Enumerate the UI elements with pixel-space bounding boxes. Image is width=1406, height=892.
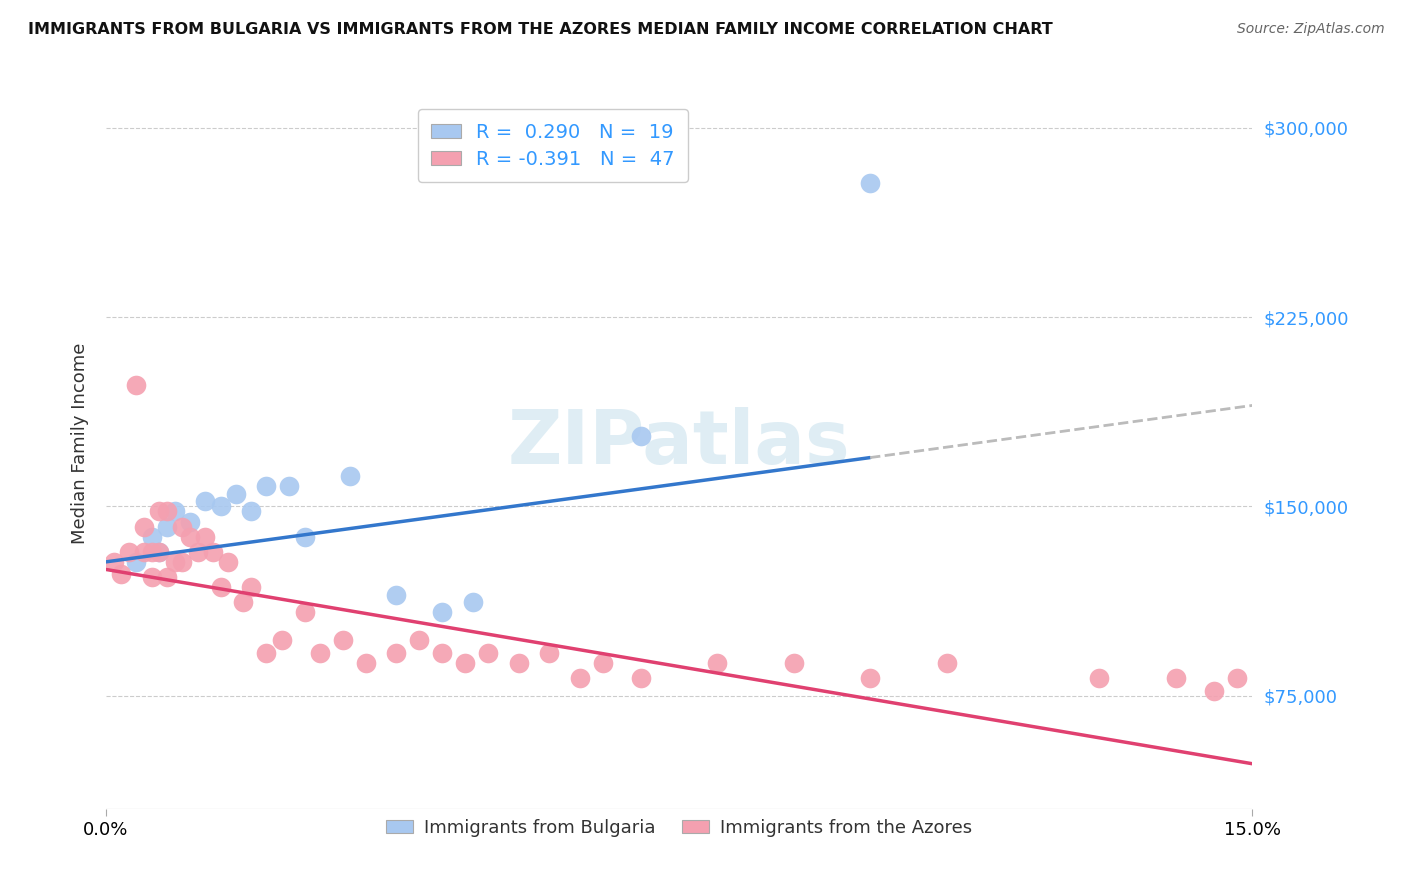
Point: [568, 671, 591, 685]
Text: ZIPatlas: ZIPatlas: [508, 407, 851, 480]
Point: [385, 646, 408, 660]
Point: [592, 656, 614, 670]
Point: [172, 519, 194, 533]
Point: [156, 570, 179, 584]
Point: [232, 595, 254, 609]
Point: [430, 605, 453, 619]
Point: [935, 656, 957, 670]
Point: [454, 656, 477, 670]
Point: [141, 570, 163, 584]
Point: [339, 469, 361, 483]
Point: [294, 605, 316, 619]
Point: [103, 555, 125, 569]
Point: [385, 588, 408, 602]
Point: [706, 656, 728, 670]
Point: [148, 545, 170, 559]
Point: [1164, 671, 1187, 685]
Point: [163, 504, 186, 518]
Point: [110, 567, 132, 582]
Point: [783, 656, 806, 670]
Point: [430, 646, 453, 660]
Point: [148, 504, 170, 518]
Legend: Immigrants from Bulgaria, Immigrants from the Azores: Immigrants from Bulgaria, Immigrants fro…: [378, 812, 980, 844]
Text: Source: ZipAtlas.com: Source: ZipAtlas.com: [1237, 22, 1385, 37]
Point: [179, 515, 201, 529]
Point: [254, 646, 277, 660]
Point: [1226, 671, 1249, 685]
Point: [1202, 683, 1225, 698]
Point: [1088, 671, 1111, 685]
Point: [148, 545, 170, 559]
Point: [477, 646, 499, 660]
Point: [217, 555, 239, 569]
Point: [141, 530, 163, 544]
Point: [125, 378, 148, 392]
Point: [194, 530, 217, 544]
Y-axis label: Median Family Income: Median Family Income: [72, 343, 89, 544]
Point: [141, 545, 163, 559]
Point: [179, 530, 201, 544]
Text: IMMIGRANTS FROM BULGARIA VS IMMIGRANTS FROM THE AZORES MEDIAN FAMILY INCOME CORR: IMMIGRANTS FROM BULGARIA VS IMMIGRANTS F…: [28, 22, 1053, 37]
Point: [354, 656, 377, 670]
Point: [225, 487, 247, 501]
Point: [332, 633, 354, 648]
Point: [859, 177, 882, 191]
Point: [408, 633, 430, 648]
Point: [508, 656, 530, 670]
Point: [194, 494, 217, 508]
Point: [201, 545, 224, 559]
Point: [156, 504, 179, 518]
Point: [309, 646, 332, 660]
Point: [461, 595, 484, 609]
Point: [163, 555, 186, 569]
Point: [156, 519, 179, 533]
Point: [209, 500, 232, 514]
Point: [240, 504, 263, 518]
Point: [240, 580, 263, 594]
Point: [134, 545, 156, 559]
Point: [630, 428, 652, 442]
Point: [278, 479, 301, 493]
Point: [270, 633, 292, 648]
Point: [209, 580, 232, 594]
Point: [630, 671, 652, 685]
Point: [118, 545, 141, 559]
Point: [538, 646, 561, 660]
Point: [125, 555, 148, 569]
Point: [294, 530, 316, 544]
Point: [187, 545, 209, 559]
Point: [254, 479, 277, 493]
Point: [134, 519, 156, 533]
Point: [172, 555, 194, 569]
Point: [859, 671, 882, 685]
